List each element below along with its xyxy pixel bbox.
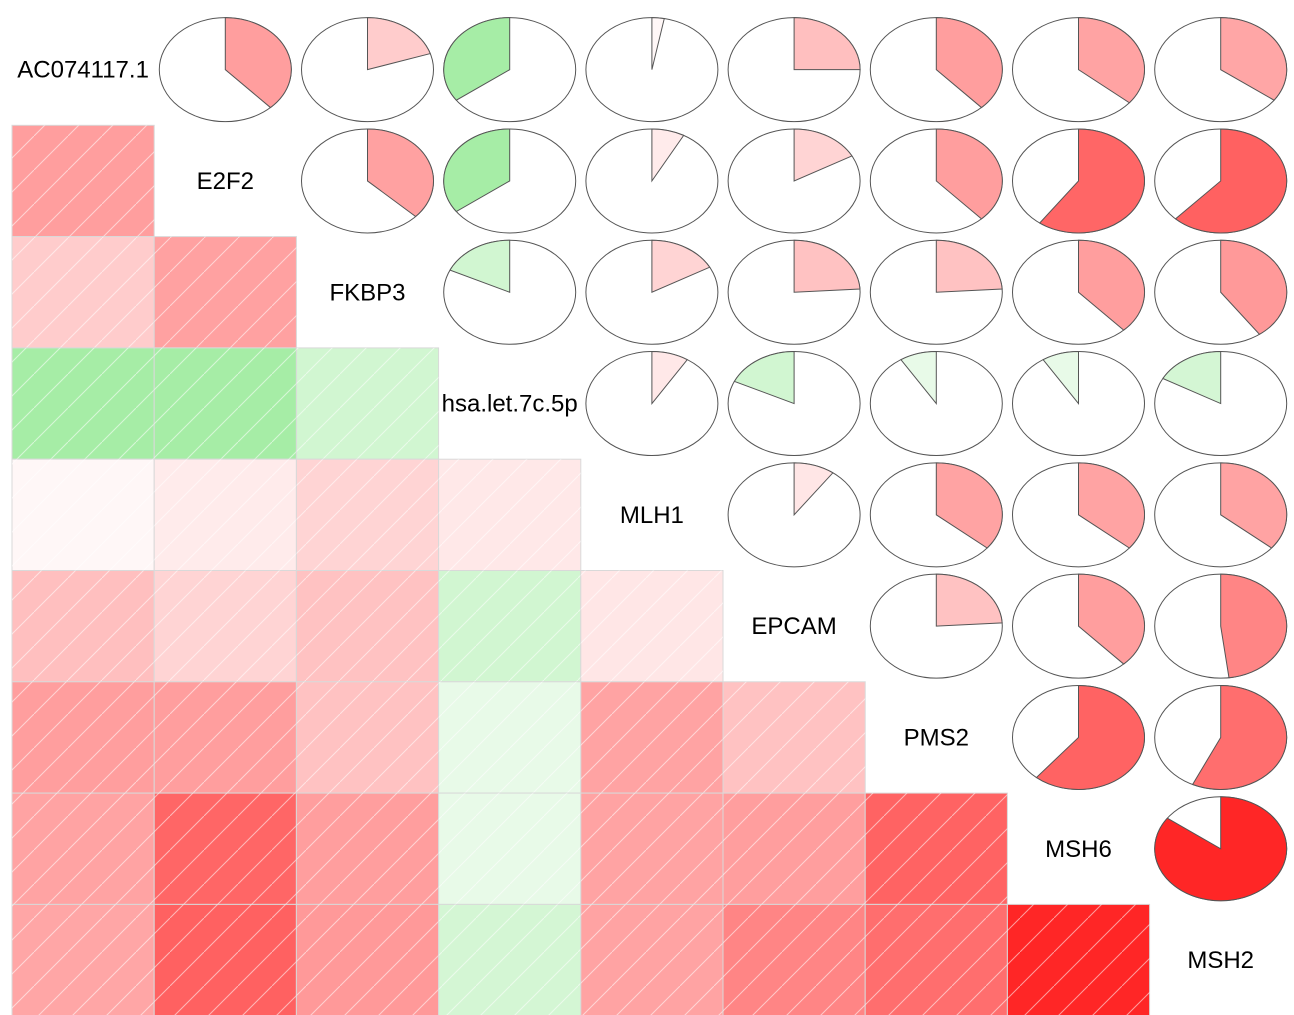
pie-slice [935,128,1003,220]
variable-label: AC074117.1 [17,57,149,84]
shade-hatch [12,793,155,905]
variable-label: MSH6 [1045,836,1112,863]
upper-pie-panel [158,17,1288,902]
shade-hatch [12,236,155,348]
pie-slice [443,17,511,101]
shade-hatch [580,570,723,682]
shade-hatch [296,681,439,794]
lower-shade-panel [11,124,1151,1015]
pie-slice [1220,462,1288,549]
shade-hatch [154,459,297,571]
variable-label: FKBP3 [329,279,405,306]
shade-hatch [1007,904,1150,1015]
pie-slice [449,239,511,293]
shade-hatch [12,347,155,460]
pie-slice [651,239,711,294]
shade-hatch [296,793,439,905]
shade-hatch [12,459,155,571]
shade-hatch [438,570,581,682]
shade-hatch [723,681,866,794]
pie-slice [224,17,292,109]
shade-hatch [296,459,439,571]
shade-hatch [438,904,581,1015]
shade-hatch [723,793,866,905]
pie-slice [1162,351,1222,405]
shade-hatch [154,570,297,682]
shade-hatch [296,570,439,682]
pie-slice [1220,573,1288,679]
shade-hatch [580,793,723,905]
shade-hatch [296,347,439,460]
variable-label: MLH1 [620,502,684,529]
shade-hatch [865,904,1008,1015]
pie-slice [935,573,1003,627]
pie-slice [935,17,1003,109]
pie-slice [793,462,834,517]
shade-hatch [12,681,155,794]
shade-hatch [154,347,297,460]
shade-hatch [154,904,297,1015]
pie-slice [1174,128,1288,234]
shade-hatch [12,570,155,682]
pie-slice [1154,796,1288,902]
pie-slice [443,128,511,213]
pie-slice [793,239,861,293]
pie-slice [793,17,861,71]
pie-slice [1035,684,1145,790]
pie-slice [651,17,665,70]
pie-slice [1078,239,1145,331]
pie-slice [1220,239,1288,335]
pie-slice [900,351,937,405]
variable-label: E2F2 [197,168,254,195]
shade-hatch [296,904,439,1015]
variable-label: EPCAM [751,613,836,640]
shade-hatch [723,904,866,1015]
pie-slice [367,17,431,71]
pie-slice [1078,17,1145,104]
pie-slice [1191,684,1288,790]
shade-hatch [154,236,297,348]
shade-hatch [580,904,723,1015]
pie-slice [935,462,1003,549]
variable-label: PMS2 [904,724,969,751]
pie-slice [1078,462,1145,549]
pie-slice [1078,573,1145,665]
pie-slice [367,128,434,218]
shade-hatch [12,125,155,237]
shade-hatch [580,681,723,794]
pie-slice [1038,128,1145,234]
pie-slice [935,239,1003,293]
shade-hatch [12,904,155,1015]
pie-slice [1220,17,1288,101]
variable-label: MSH2 [1187,947,1254,974]
pie-slice [651,351,689,405]
pie-slice [1042,351,1079,405]
shade-hatch [154,793,297,905]
shade-hatch [154,681,297,794]
diagonal-labels: AC074117.1 E2F2 FKBP3 hsa.let.7c.5p MLH1 EPCA… [17,57,1254,974]
pie-slice [733,351,795,405]
variable-label: hsa.let.7c.5p [442,391,578,418]
shade-hatch [865,793,1008,905]
shade-hatch [438,681,581,794]
shade-hatch [438,793,581,905]
shade-hatch [438,459,581,571]
pie-slice [793,128,853,182]
pie-slice [651,128,685,183]
